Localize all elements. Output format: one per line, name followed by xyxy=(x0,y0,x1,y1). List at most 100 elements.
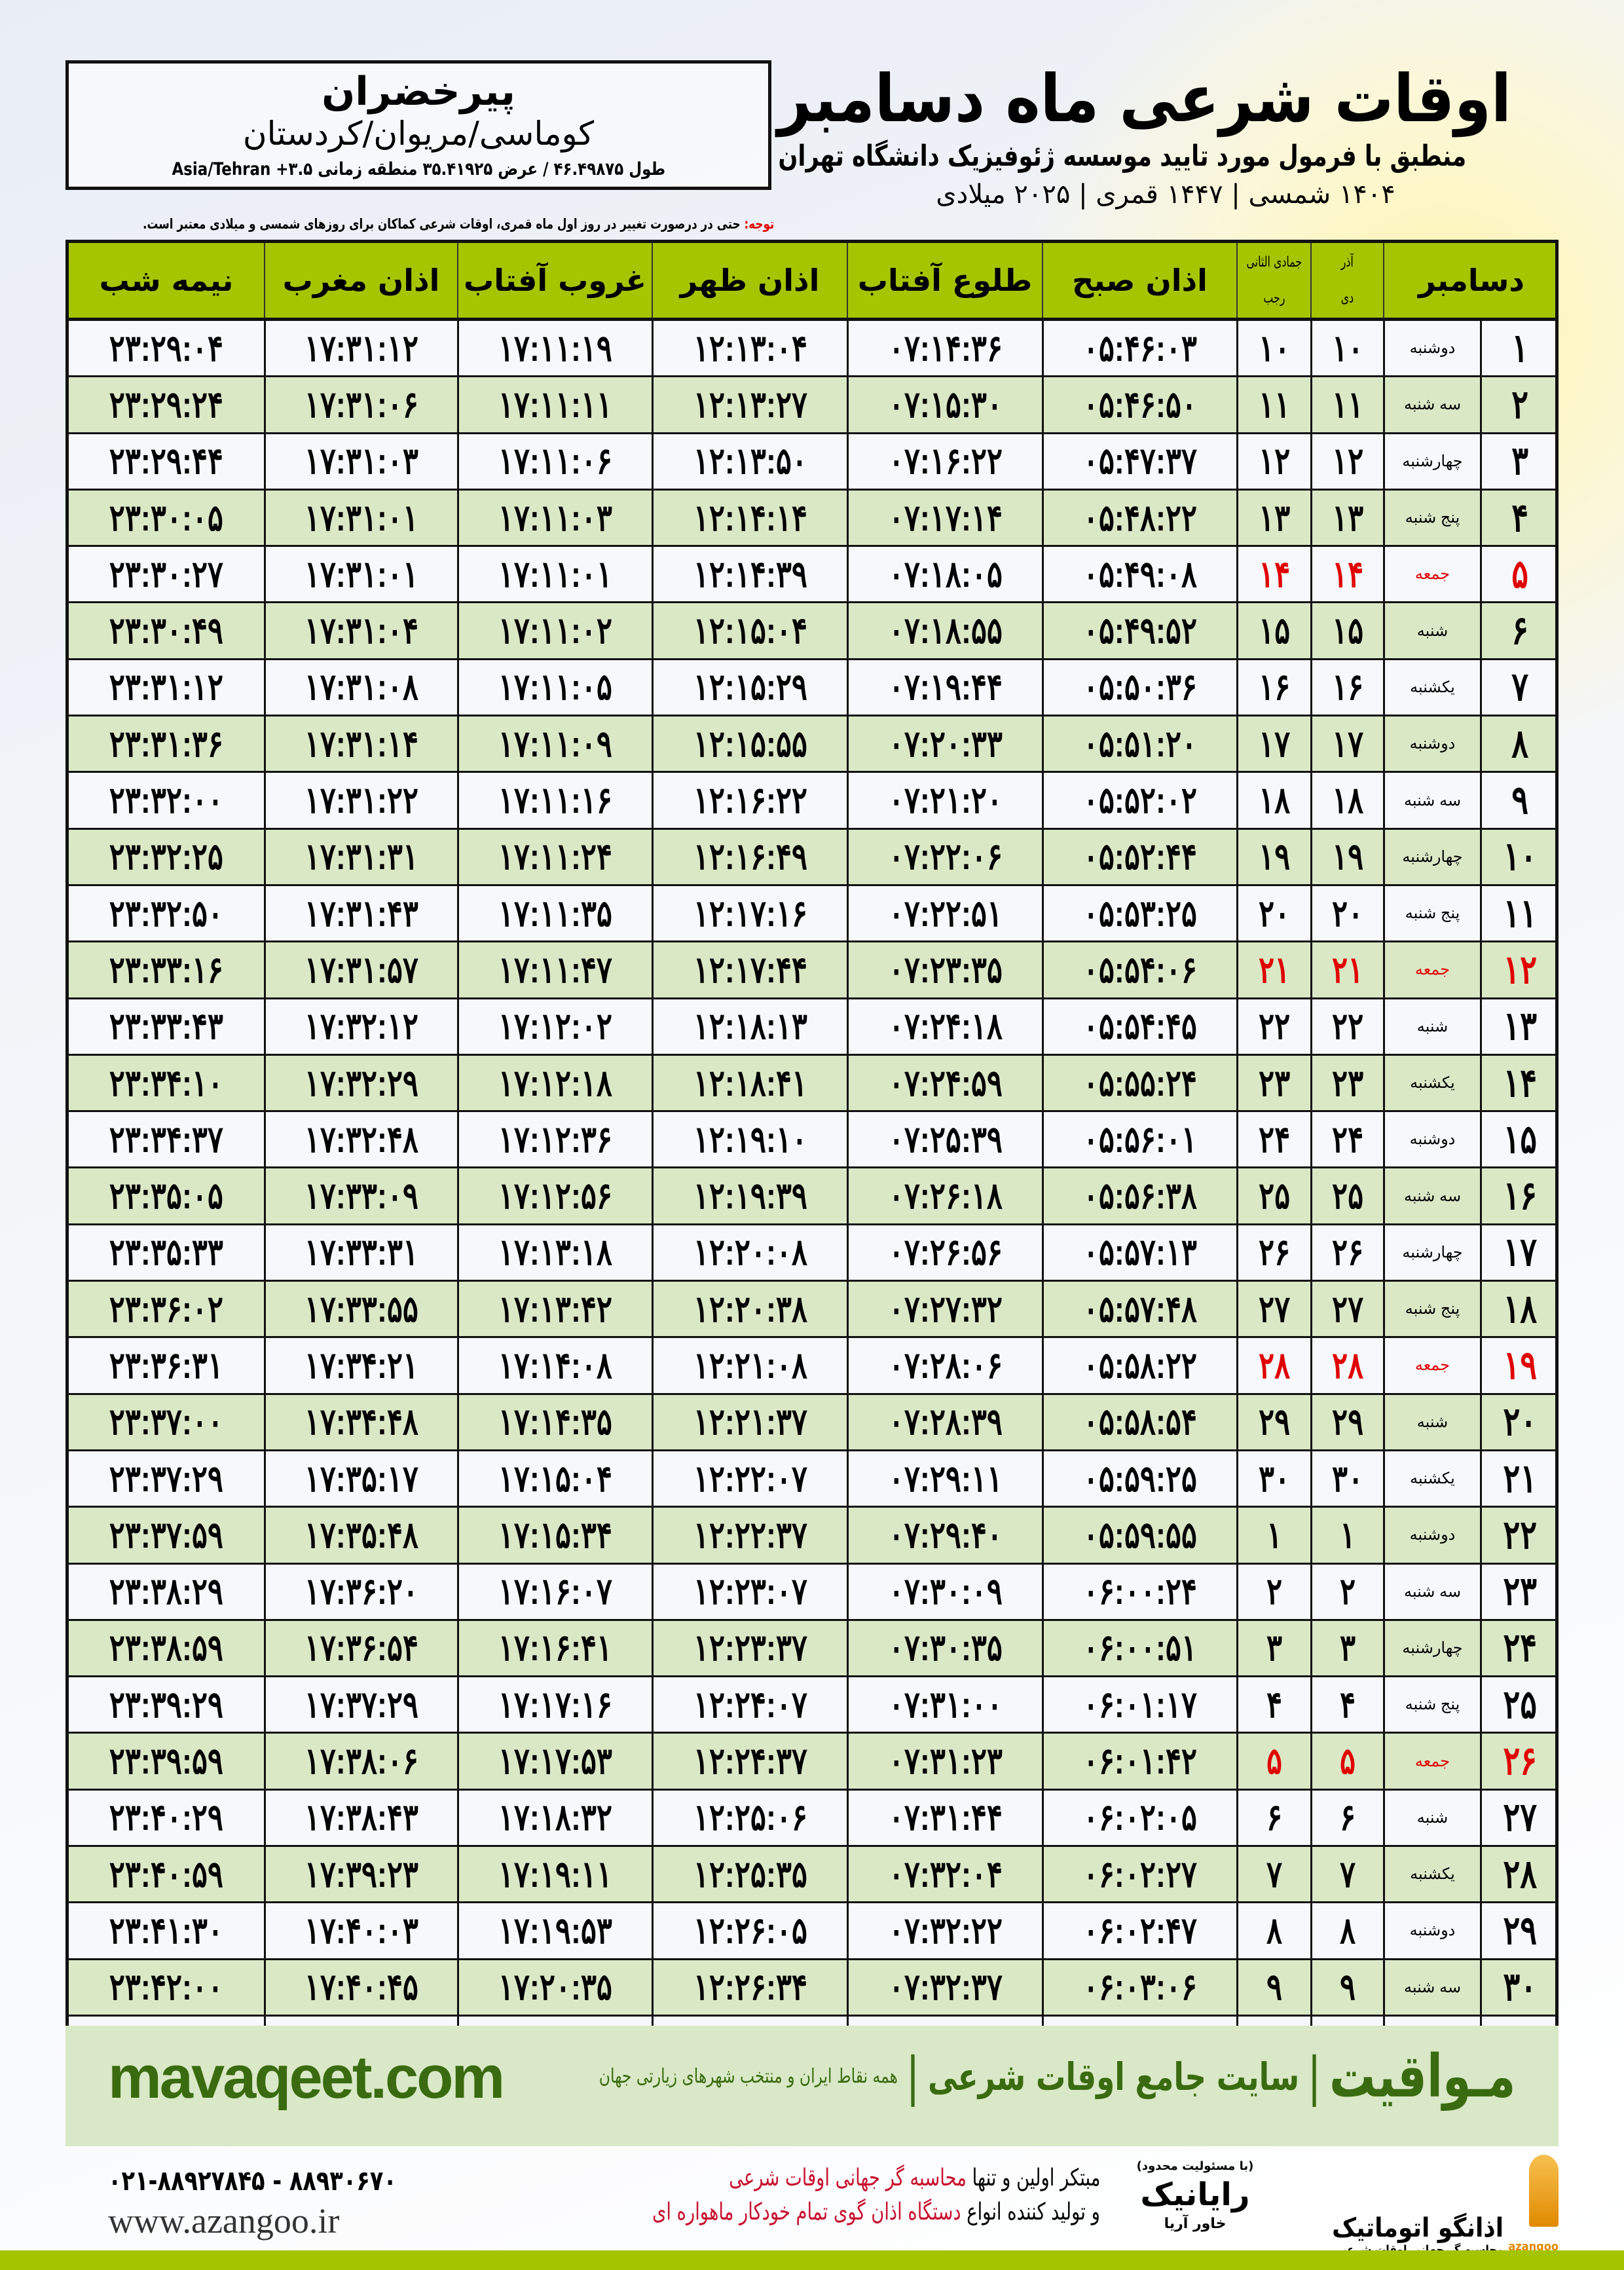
hijri-day: ۲۸ xyxy=(1258,1344,1291,1386)
hijri-day-cell: ۱۲ xyxy=(1236,434,1310,489)
time-dhuhr: ۱۲:۱۸:۴۱ xyxy=(693,1062,807,1104)
header-midnight: نیمه شب xyxy=(99,263,234,298)
time-sunrise: ۰۷:۳۰:۳۵ xyxy=(888,1627,1003,1669)
time-sunset-cell: ۱۷:۱۴:۰۸ xyxy=(457,1338,652,1393)
time-dhuhr: ۱۲:۲۴:۳۷ xyxy=(693,1740,807,1782)
table-row: ۲۳:۳۰:۴۹ ۱۷:۳۱:۰۴ ۱۷:۱۱:۰۲ ۱۲:۱۵:۰۴ ۰۷:۱۸:۵۵… xyxy=(69,601,1555,658)
time-midnight: ۲۳:۳۱:۳۶ xyxy=(109,722,224,764)
time-fajr-cell: ۰۵:۵۵:۲۴ xyxy=(1042,1055,1236,1111)
time-maghrib-cell: ۱۷:۳۲:۴۸ xyxy=(264,1112,457,1167)
dome-icon xyxy=(1529,2155,1559,2227)
promo-1b: محاسبه گر جهانی اوقات شرعی xyxy=(728,2165,967,2191)
time-fajr: ۰۵:۵۱:۲۰ xyxy=(1082,722,1198,764)
weekday: پنج شنبه xyxy=(1405,1300,1460,1318)
table-row: ۲۳:۳۸:۲۹ ۱۷:۳۶:۲۰ ۱۷:۱۶:۰۷ ۱۲:۲۳:۰۷ ۰۷:۳۰:۰۹… xyxy=(69,1562,1555,1619)
time-sunrise-cell: ۰۷:۲۶:۵۶ xyxy=(847,1225,1042,1280)
shamsi-day-cell: ۱۳ xyxy=(1310,490,1383,546)
table-row: ۲۳:۳۱:۱۲ ۱۷:۳۱:۰۸ ۱۷:۱۱:۰۵ ۱۲:۱۵:۲۹ ۰۷:۱۹:۴۴… xyxy=(69,658,1555,715)
time-fajr-cell: ۰۵:۵۸:۵۴ xyxy=(1042,1394,1236,1449)
time-maghrib-cell: ۱۷:۳۱:۰۶ xyxy=(264,377,457,432)
azangoo-link[interactable]: www.azangoo.ir xyxy=(108,2201,340,2241)
shamsi-day: ۱۳ xyxy=(1331,496,1364,538)
time-sunrise: ۰۷:۱۹:۴۴ xyxy=(888,666,1003,708)
shamsi-day-cell: ۲۶ xyxy=(1310,1225,1383,1280)
time-sunrise-cell: ۰۷:۲۹:۴۰ xyxy=(847,1508,1042,1563)
time-sunset: ۱۷:۱۲:۱۸ xyxy=(498,1062,613,1104)
shamsi-day-cell: ۲۰ xyxy=(1310,885,1383,941)
shamsi-day: ۶ xyxy=(1339,1796,1356,1838)
year-line: ۱۴۰۴ شمسی | ۱۴۴۷ قمری | ۲۰۲۵ میلادی xyxy=(936,179,1395,210)
time-fajr: ۰۵:۵۷:۱۳ xyxy=(1082,1231,1198,1273)
time-midnight: ۲۳:۴۰:۲۹ xyxy=(109,1796,224,1838)
table-header: نیمه شب اذان مغرب غروب آفتاب اذان ظهر طل… xyxy=(69,243,1555,321)
time-fajr: ۰۵:۵۹:۲۵ xyxy=(1082,1457,1198,1499)
day-number-cell: ۲۸ xyxy=(1480,1847,1559,1902)
note-text: حتی در درصورت تغییر در روز اول ماه قمری،… xyxy=(142,216,745,232)
shamsi-day-cell: ۸ xyxy=(1310,1903,1383,1958)
time-sunset-cell: ۱۷:۱۱:۰۶ xyxy=(457,434,652,489)
hijri-day-cell: ۱۶ xyxy=(1236,660,1310,715)
hijri-day: ۲۷ xyxy=(1258,1288,1291,1330)
time-maghrib-cell: ۱۷:۳۲:۱۲ xyxy=(264,999,457,1054)
time-dhuhr: ۱۲:۲۰:۰۸ xyxy=(693,1231,807,1273)
time-maghrib-cell: ۱۷:۳۱:۲۲ xyxy=(264,773,457,828)
shamsi-day-cell: ۶ xyxy=(1310,1790,1383,1846)
weekday-cell: پنج شنبه xyxy=(1383,490,1480,546)
time-midnight-cell: ۲۳:۴۰:۵۹ xyxy=(69,1847,264,1901)
time-maghrib: ۱۷:۳۱:۰۱ xyxy=(304,496,419,538)
time-dhuhr-cell: ۱۲:۲۶:۳۴ xyxy=(652,1960,847,2015)
time-maghrib: ۱۷:۴۰:۴۵ xyxy=(304,1966,419,2008)
table-row: ۲۳:۲۹:۴۴ ۱۷:۳۱:۰۳ ۱۷:۱۱:۰۶ ۱۲:۱۳:۵۰ ۰۷:۱۶:۲۲… xyxy=(69,432,1555,489)
time-fajr: ۰۵:۵۴:۴۵ xyxy=(1082,1005,1198,1047)
time-dhuhr: ۱۲:۱۴:۱۴ xyxy=(693,496,807,538)
weekday: سه شنبه xyxy=(1403,396,1462,414)
time-sunrise-cell: ۰۷:۳۰:۰۹ xyxy=(847,1564,1042,1619)
prayer-times-table: نیمه شب اذان مغرب غروب آفتاب اذان ظهر طل… xyxy=(65,240,1559,2075)
time-sunset: ۱۷:۱۱:۰۱ xyxy=(498,553,613,595)
hijri-day-cell: ۱۳ xyxy=(1236,490,1310,546)
time-sunset-cell: ۱۷:۱۳:۱۸ xyxy=(457,1225,652,1280)
shamsi-day-cell: ۹ xyxy=(1310,1960,1383,2015)
hijri-day: ۲۶ xyxy=(1258,1231,1291,1273)
shamsi-day: ۱۷ xyxy=(1331,722,1364,764)
time-sunset-cell: ۱۷:۱۲:۵۶ xyxy=(457,1168,652,1223)
time-maghrib: ۱۷:۳۱:۱۴ xyxy=(304,722,419,764)
time-fajr: ۰۵:۴۸:۲۲ xyxy=(1082,496,1198,538)
time-fajr: ۰۵:۵۲:۴۴ xyxy=(1082,836,1198,878)
time-maghrib: ۱۷:۳۱:۰۳ xyxy=(304,440,419,482)
table-row: ۲۳:۳۲:۵۰ ۱۷:۳۱:۴۳ ۱۷:۱۱:۳۵ ۱۲:۱۷:۱۶ ۰۷:۲۲:۵۱… xyxy=(69,884,1555,941)
time-fajr: ۰۵:۵۴:۰۶ xyxy=(1082,948,1198,990)
hijri-day-cell: ۳ xyxy=(1236,1620,1310,1676)
time-midnight: ۲۳:۳۹:۵۹ xyxy=(109,1740,224,1782)
weekday-cell: سه شنبه xyxy=(1383,1564,1480,1619)
time-dhuhr-cell: ۱۲:۱۳:۵۰ xyxy=(652,434,847,489)
shamsi-day: ۳۰ xyxy=(1331,1457,1364,1499)
shamsi-day-cell: ۲۲ xyxy=(1310,999,1383,1054)
shamsi-day-cell: ۵ xyxy=(1310,1734,1383,1789)
table-row: ۲۳:۴۲:۰۰ ۱۷:۴۰:۴۵ ۱۷:۲۰:۳۵ ۱۲:۲۶:۳۴ ۰۷:۳۲:۳۷… xyxy=(69,1958,1555,2015)
time-maghrib-cell: ۱۷:۳۱:۰۱ xyxy=(264,547,457,602)
shamsi-day-cell: ۱۹ xyxy=(1310,829,1383,884)
hijri-day: ۱۴ xyxy=(1258,553,1291,595)
weekday: دوشنبه xyxy=(1409,735,1456,753)
time-sunset: ۱۷:۱۱:۰۹ xyxy=(498,722,613,764)
time-sunrise: ۰۷:۱۸:۰۵ xyxy=(888,553,1003,595)
time-fajr-cell: ۰۶:۰۲:۲۷ xyxy=(1042,1847,1236,1902)
time-sunrise-cell: ۰۷:۳۰:۳۵ xyxy=(847,1620,1042,1676)
time-sunrise: ۰۷:۱۷:۱۴ xyxy=(888,496,1003,538)
time-dhuhr-cell: ۱۲:۲۵:۳۵ xyxy=(652,1847,847,1902)
time-fajr: ۰۶:۰۳:۰۶ xyxy=(1082,1966,1198,2008)
time-maghrib-cell: ۱۷:۳۳:۵۵ xyxy=(264,1282,457,1337)
time-sunrise: ۰۷:۳۰:۰۹ xyxy=(888,1571,1003,1612)
weekday-cell: پنج شنبه xyxy=(1383,1282,1480,1337)
weekday: جمعه xyxy=(1414,1752,1450,1770)
time-sunrise-cell: ۰۷:۲۸:۰۶ xyxy=(847,1338,1042,1393)
time-fajr-cell: ۰۵:۵۲:۰۲ xyxy=(1042,773,1236,828)
time-maghrib-cell: ۱۷:۳۸:۴۳ xyxy=(264,1790,457,1846)
time-sunrise: ۰۷:۲۶:۵۶ xyxy=(888,1231,1003,1273)
time-fajr: ۰۵:۴۹:۵۲ xyxy=(1082,610,1198,652)
table-row: ۲۳:۳۲:۰۰ ۱۷:۳۱:۲۲ ۱۷:۱۱:۱۶ ۱۲:۱۶:۲۲ ۰۷:۲۱:۲۰… xyxy=(69,771,1555,828)
time-midnight: ۲۳:۳۳:۴۳ xyxy=(109,1005,224,1047)
time-maghrib-cell: ۱۷:۳۹:۲۳ xyxy=(264,1847,457,1902)
site-link[interactable]: mavaqeet.com xyxy=(108,2044,505,2111)
